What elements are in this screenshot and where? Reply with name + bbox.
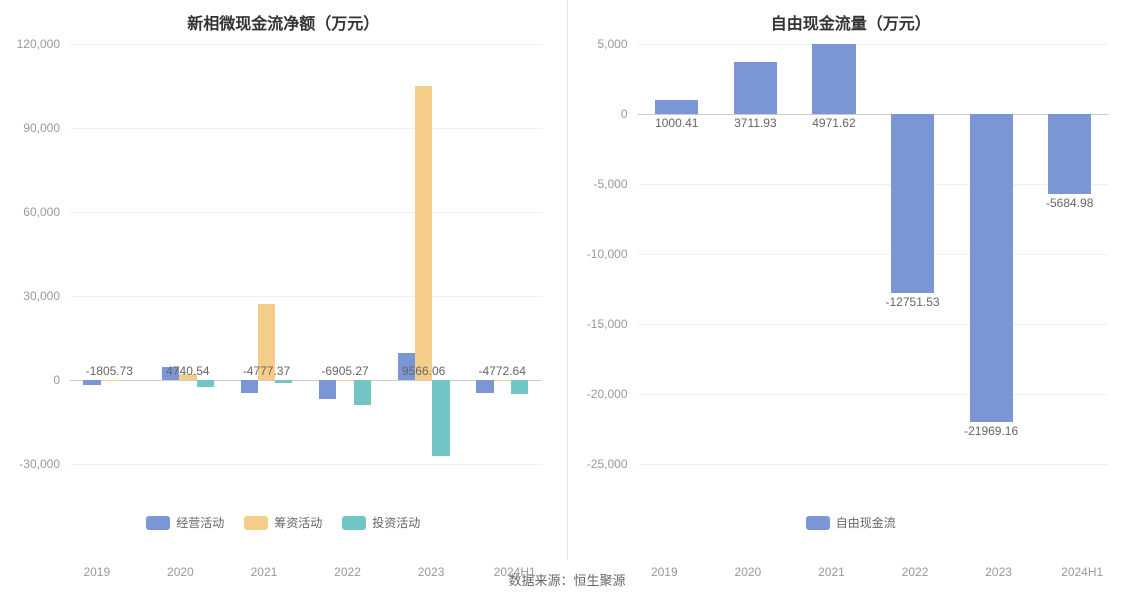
gridline	[638, 394, 1110, 395]
legend-item: 筹资活动	[244, 514, 322, 531]
legend-label: 筹资活动	[274, 514, 322, 531]
gridline	[638, 184, 1110, 185]
x-tick-label: 2019	[55, 565, 139, 585]
x-tick-label: 2022	[873, 565, 957, 585]
gridline	[70, 44, 542, 45]
data-label: -5684.98	[1046, 196, 1093, 210]
gridline	[70, 128, 542, 129]
bar	[1048, 114, 1091, 194]
right-x-axis: 201920202021202220232024H1	[623, 565, 1125, 585]
x-tick-label: 2022	[306, 565, 390, 585]
y-tick-label: 60,000	[23, 205, 60, 219]
data-label: 4971.62	[812, 116, 855, 130]
legend-label: 自由现金流	[836, 514, 896, 531]
y-tick-label: -30,000	[19, 457, 60, 471]
data-label: 1000.41	[655, 116, 698, 130]
y-tick-label: 30,000	[23, 289, 60, 303]
y-tick-label: 90,000	[23, 121, 60, 135]
data-label: -12751.53	[886, 295, 940, 309]
right-bars-area: 1000.413711.934971.62-12751.53-21969.16-…	[638, 44, 1110, 464]
x-tick-label: 2023	[957, 565, 1041, 585]
data-label: -4772.64	[479, 364, 526, 378]
right-legend: 自由现金流	[583, 514, 1120, 531]
bar	[432, 380, 449, 456]
data-label: -6905.27	[321, 364, 368, 378]
bar	[354, 380, 371, 405]
left-chart-panel: 新相微现金流净额（万元） -30,000030,00060,00090,0001…	[0, 0, 568, 560]
gridline	[70, 296, 542, 297]
gridline	[70, 380, 542, 381]
bar	[494, 380, 511, 381]
gridline	[638, 114, 1110, 115]
data-label: 4740.54	[166, 364, 209, 378]
gridline	[638, 324, 1110, 325]
legend-swatch	[146, 516, 170, 530]
bar	[511, 380, 528, 394]
bar	[415, 86, 432, 380]
left-bars-area: -1805.73 4740.54 -4777.37 -6905.27 9566.06 -4…	[70, 44, 542, 464]
data-label: 9566.06	[402, 364, 445, 378]
gridline	[638, 254, 1110, 255]
x-tick-label: 2024H1	[1040, 565, 1124, 585]
y-tick-label: -20,000	[587, 387, 628, 401]
data-label: 3711.93	[734, 116, 777, 130]
bar	[101, 380, 118, 381]
bar	[970, 114, 1013, 422]
legend-swatch	[244, 516, 268, 530]
data-label: -1805.73	[86, 364, 133, 378]
x-tick-label: 2020	[139, 565, 223, 585]
x-tick-label: 2023	[389, 565, 473, 585]
legend-swatch	[342, 516, 366, 530]
y-tick-label: 0	[621, 107, 628, 121]
left-legend: 经营活动 筹资活动 投资活动	[15, 514, 552, 531]
right-plot-area: -25,000-20,000-15,000-10,000-5,00005,000…	[638, 44, 1110, 464]
right-chart-title: 自由现金流量（万元）	[583, 10, 1120, 34]
bar	[476, 380, 493, 393]
bar	[275, 380, 292, 383]
bar	[197, 380, 214, 387]
left-y-axis: -30,000030,00060,00090,000120,000	[15, 44, 65, 464]
bar	[336, 380, 353, 381]
gridline	[638, 44, 1110, 45]
legend-label: 经营活动	[176, 514, 224, 531]
legend-item: 经营活动	[146, 514, 224, 531]
bar	[812, 44, 855, 114]
bar	[241, 380, 258, 393]
y-tick-label: -15,000	[587, 317, 628, 331]
y-tick-label: -25,000	[587, 457, 628, 471]
legend-item: 投资活动	[342, 514, 420, 531]
gridline	[638, 464, 1110, 465]
data-label: -21969.16	[964, 424, 1018, 438]
bar	[891, 114, 934, 293]
x-tick-label: 2024H1	[473, 565, 557, 585]
bar	[319, 380, 336, 399]
charts-container: 新相微现金流净额（万元） -30,000030,00060,00090,0001…	[0, 0, 1134, 560]
right-chart-panel: 自由现金流量（万元） -25,000-20,000-15,000-10,000-…	[568, 0, 1134, 560]
y-tick-label: -5,000	[593, 177, 627, 191]
left-x-axis: 201920202021202220232024H1	[55, 565, 557, 585]
legend-label: 投资活动	[372, 514, 420, 531]
gridline	[70, 212, 542, 213]
x-tick-label: 2020	[706, 565, 790, 585]
gridline	[70, 464, 542, 465]
x-tick-label: 2019	[623, 565, 707, 585]
data-label: -4777.37	[243, 364, 290, 378]
x-tick-label: 2021	[222, 565, 306, 585]
bar	[734, 62, 777, 114]
y-tick-label: 5,000	[597, 37, 627, 51]
right-y-axis: -25,000-20,000-15,000-10,000-5,00005,000	[583, 44, 633, 464]
left-chart-title: 新相微现金流净额（万元）	[15, 10, 552, 34]
legend-swatch	[806, 516, 830, 530]
bar	[655, 100, 698, 114]
legend-item: 自由现金流	[806, 514, 896, 531]
y-tick-label: -10,000	[587, 247, 628, 261]
x-tick-label: 2021	[790, 565, 874, 585]
bar	[83, 380, 100, 385]
y-tick-label: 120,000	[17, 37, 60, 51]
y-tick-label: 0	[53, 373, 60, 387]
left-plot-area: -30,000030,00060,00090,000120,000 -1805.…	[70, 44, 542, 464]
